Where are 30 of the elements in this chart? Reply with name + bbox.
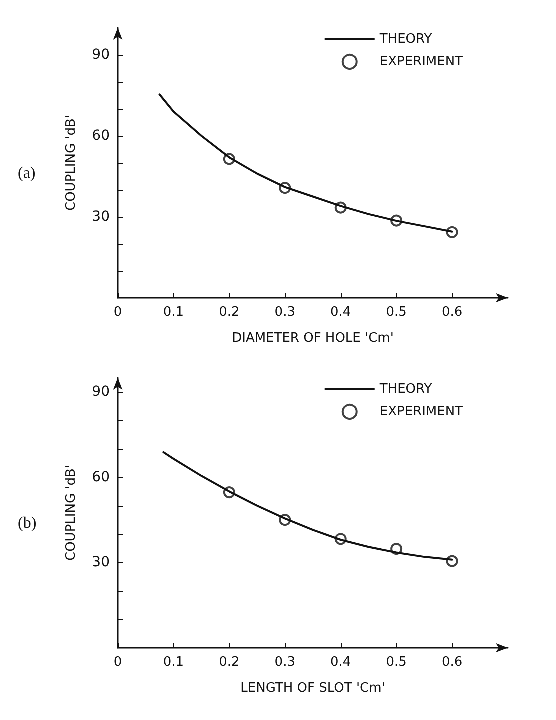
x-tick-label: 0.2 bbox=[219, 655, 240, 670]
x-tick-label: 0.4 bbox=[330, 305, 352, 320]
x-tick-label: 0 bbox=[114, 305, 122, 320]
legend-label: EXPERIMENT bbox=[380, 404, 464, 420]
y-axis-title: COUPLING 'dB' bbox=[64, 115, 79, 211]
x-tick-label: 0.3 bbox=[274, 305, 296, 320]
y-tick-label: 60 bbox=[92, 469, 110, 486]
y-axis-title: COUPLING 'dB' bbox=[64, 465, 79, 561]
x-tick-label: 0.5 bbox=[386, 655, 407, 670]
x-tick-label: 0.3 bbox=[274, 655, 296, 670]
text: (b) bbox=[18, 515, 37, 532]
x-tick-label: 0.6 bbox=[442, 305, 463, 320]
y-tick-label: 60 bbox=[92, 128, 110, 144]
x-axis-title: DIAMETER OF HOLE 'Cm' bbox=[232, 331, 394, 346]
x-tick-label: 0.5 bbox=[386, 305, 407, 320]
x-tick-label: 0.4 bbox=[330, 655, 352, 670]
y-tick-label: 90 bbox=[92, 47, 110, 63]
x-tick-label: 0.1 bbox=[163, 655, 184, 670]
y-tick-label: 90 bbox=[92, 384, 110, 400]
x-tick-label: 0.2 bbox=[219, 305, 240, 320]
legend-label: THEORY bbox=[378, 382, 432, 397]
y-tick-label: 30 bbox=[92, 209, 110, 225]
legend-label: THEORY bbox=[378, 32, 432, 47]
y-tick-label: 30 bbox=[92, 554, 110, 571]
x-tick-label: 0 bbox=[114, 655, 122, 670]
x-tick-label: 0.1 bbox=[163, 305, 184, 320]
text: (a) bbox=[18, 165, 36, 182]
x-tick-label: 0.6 bbox=[442, 655, 463, 670]
legend-label: EXPERIMENT bbox=[380, 54, 464, 70]
x-axis-title: LENGTH OF SLOT 'Cm' bbox=[240, 681, 386, 696]
